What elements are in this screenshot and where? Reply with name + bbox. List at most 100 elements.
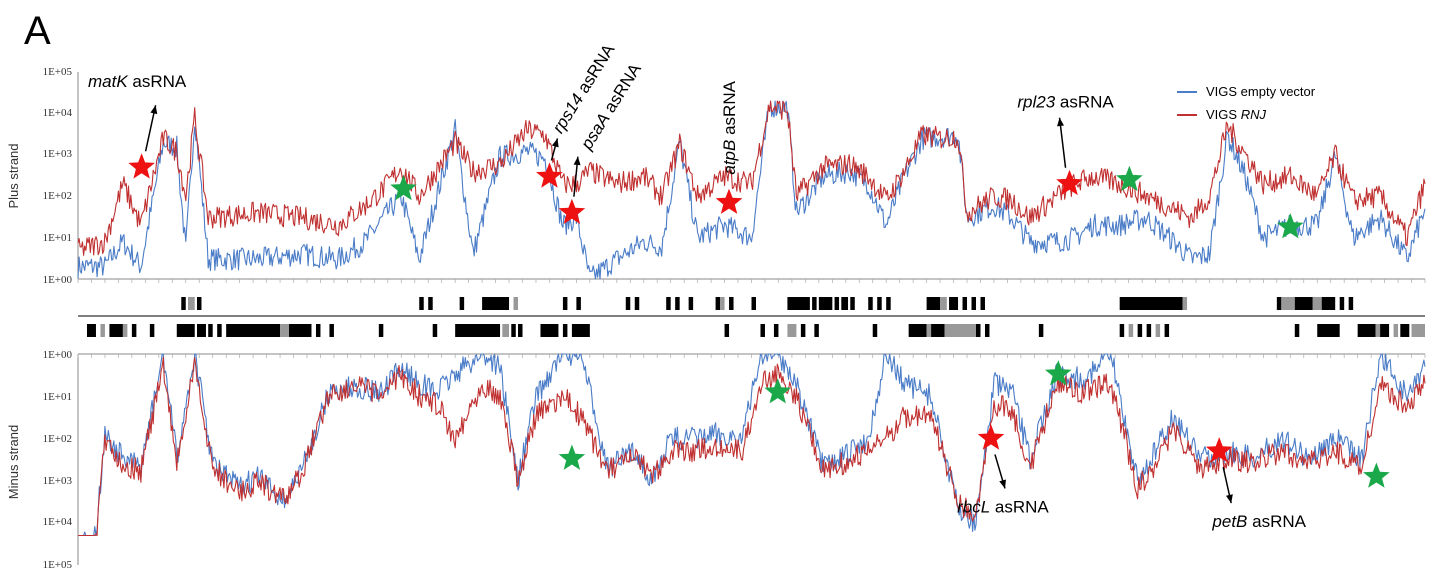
gene-block: [834, 297, 840, 310]
gene-block: [625, 297, 631, 310]
rps14-label-italic: rps14: [549, 90, 588, 136]
rbcl-label: rbcL asRNA: [957, 497, 1049, 516]
gene-block: [971, 297, 976, 310]
gene-block: [122, 324, 128, 337]
gene-block: [188, 297, 195, 310]
gene-block: [518, 324, 523, 337]
petb-label-italic: petB: [1211, 512, 1247, 531]
minus-tick-label: 1E+01: [43, 391, 72, 403]
plus-red-star: [558, 198, 586, 224]
gene-block: [176, 324, 195, 337]
gene-block: [196, 297, 202, 310]
gene-block: [513, 297, 519, 310]
gene-block: [378, 324, 384, 337]
gene-track-minus: [86, 324, 1425, 337]
gene-block: [841, 297, 849, 310]
gene-block: [872, 324, 878, 337]
gene-block: [482, 297, 510, 310]
gene-block: [634, 297, 640, 310]
matk-label-italic: matK: [88, 72, 128, 91]
gene-block: [571, 324, 590, 337]
gene-block: [1400, 324, 1410, 337]
gene-map: [78, 297, 1425, 337]
plus-green-star: [1277, 213, 1304, 239]
gene-block: [926, 297, 941, 310]
gene-block: [196, 324, 206, 337]
gene-block: [940, 297, 947, 310]
gene-block: [109, 324, 123, 337]
gene-block: [1375, 324, 1381, 337]
gene-block: [675, 297, 680, 310]
gene-block: [1321, 297, 1336, 310]
gene-block: [86, 324, 96, 337]
minus-green-star: [1045, 360, 1072, 386]
gene-block: [315, 324, 321, 337]
atpb-label: atpB asRNA: [720, 80, 739, 174]
minus-tick-label: 1E+03: [43, 475, 73, 487]
gene-block: [729, 297, 734, 310]
plus-x-ticks: [77, 279, 1426, 283]
gene-block: [149, 324, 155, 337]
minus-y-axis-title: Minus strand: [6, 425, 21, 499]
gene-block: [800, 324, 806, 337]
psaa-label-italic: psaA: [577, 110, 614, 154]
rbcl-label-italic: rbcL: [957, 497, 990, 516]
plus-red-star: [536, 162, 563, 188]
legend-label-control: VIGS empty vector: [1206, 84, 1316, 99]
gene-block: [949, 297, 959, 310]
gene-block: [688, 297, 694, 310]
gene-block: [1146, 324, 1152, 337]
gene-block: [1137, 324, 1143, 337]
gene-block: [787, 324, 797, 337]
plus-tick-label: 1E+01: [43, 232, 72, 244]
gene-block: [868, 297, 873, 310]
rpl23-arrowhead: [1057, 117, 1065, 127]
gene-block: [715, 297, 721, 310]
minus-red-star: [1205, 437, 1233, 463]
minus-tick-label: 1E+02: [43, 433, 72, 445]
plus-green-star: [1116, 165, 1143, 192]
gene-block: [562, 324, 568, 337]
rps14-arrowhead: [551, 138, 559, 148]
plus-rnj-line: [77, 100, 1426, 256]
gene-block: [787, 297, 810, 310]
legend-label-rnj-italic: RNJ: [1241, 107, 1267, 122]
matk-arrowhead: [150, 105, 158, 115]
gene-block: [217, 324, 222, 337]
minus-x-ticks: [77, 354, 1426, 358]
plus-tick-label: 1E+03: [43, 148, 73, 160]
rpl23-arrow: [1058, 117, 1067, 168]
plus-strand-series: [77, 100, 1426, 280]
gene-block: [877, 297, 882, 310]
plus-control-line: [77, 100, 1426, 280]
gene-block: [1038, 324, 1044, 337]
minus-green-star: [764, 378, 791, 404]
gene-block: [131, 324, 137, 337]
minus-green-star: [1363, 462, 1390, 488]
gene-block: [511, 324, 516, 337]
gene-block: [1281, 297, 1295, 310]
gene-block: [289, 324, 312, 337]
gene-block: [814, 324, 819, 337]
gene-block: [1164, 324, 1170, 337]
minus-strand-series: [78, 353, 1426, 537]
gene-block: [1294, 297, 1313, 310]
gene-block: [1317, 324, 1340, 337]
gene-track-plus: [181, 297, 1354, 310]
gene-block: [1119, 297, 1183, 310]
gene-block: [502, 324, 510, 337]
gene-block: [1128, 324, 1134, 337]
gene-block: [818, 297, 833, 310]
plus-tick-label: 1E+02: [43, 190, 72, 202]
gene-block: [280, 324, 290, 337]
gene-block: [1119, 324, 1125, 337]
gene-block: [1276, 297, 1282, 310]
gene-block: [1393, 324, 1399, 337]
gene-block: [850, 297, 855, 310]
gene-block: [432, 324, 438, 337]
gene-block: [962, 297, 968, 310]
gene-block: [1155, 324, 1161, 337]
gene-block: [100, 324, 105, 337]
minus-rnj-line: [78, 356, 1426, 537]
